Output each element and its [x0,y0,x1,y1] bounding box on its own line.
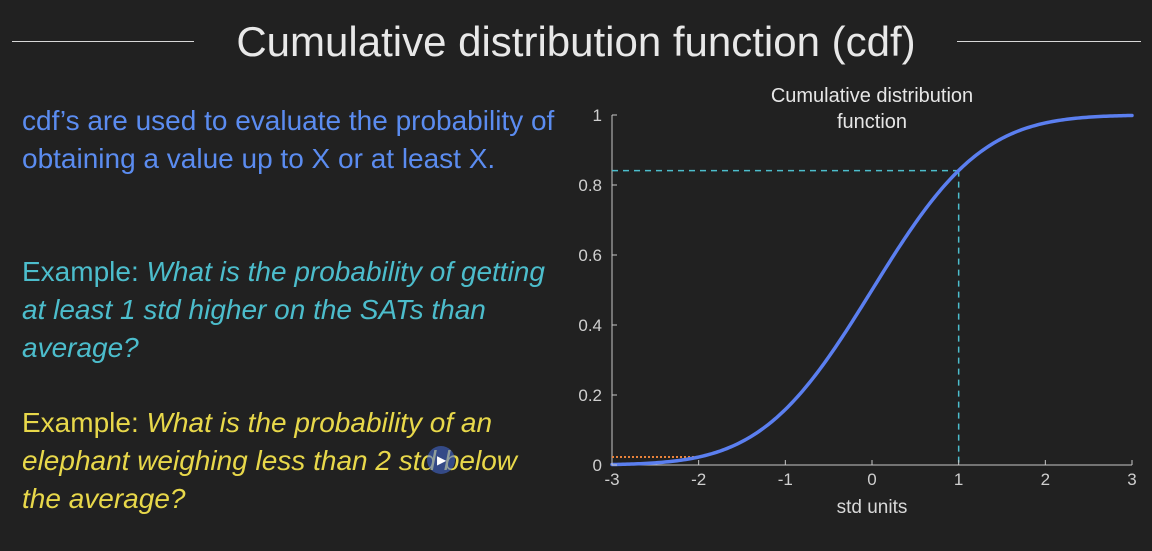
y-tick-label: 0.8 [578,176,602,195]
cursor-highlight [427,446,455,474]
chart-title-line: Cumulative distribution [771,85,973,107]
example-2-label: Example: [22,407,147,438]
intro-text: cdf’s are used to evaluate the probabili… [22,105,555,174]
y-tick-label: 0.4 [578,316,602,335]
x-axis-label: std units [837,497,908,518]
example-1-question: What is the probability of getting at le… [22,256,545,363]
y-tick-label: 1 [593,106,602,125]
title-rule-left [12,41,194,42]
mouse-pointer-icon: ▶ [437,453,447,467]
y-tick-label: 0.6 [578,246,602,265]
chart-title-line: function [837,111,907,133]
slide-title: Cumulative distribution function (cdf) [236,18,916,65]
y-tick-label: 0 [593,456,602,475]
cdf-chart: Cumulative distribution function -3 -2 -1 0 1… [578,85,1136,518]
x-tick-label: 2 [1041,470,1050,489]
x-tick-label: -3 [604,470,619,489]
cdf-curve [610,113,1134,467]
y-tick-label: 0.2 [578,386,602,405]
chart-xlabel: std units [837,497,908,518]
chart-ticks: -3 -2 -1 0 1 2 3 0 0.2 0.4 0.6 0.8 1 [578,106,1136,489]
chart-title: Cumulative distribution function [771,85,973,133]
x-tick-label: 1 [954,470,963,489]
chart-guides [612,169,960,465]
example-1: Example: What is the probability of gett… [22,253,562,367]
x-tick-label: 0 [867,470,876,489]
x-tick-label: 3 [1127,470,1136,489]
chart-series [610,113,1134,467]
example-2: Example: What is the probability of an e… [22,404,562,518]
x-tick-label: -2 [691,470,706,489]
title-rule-right [957,41,1141,42]
x-tick-label: -1 [778,470,793,489]
example-1-label: Example: [22,256,147,287]
